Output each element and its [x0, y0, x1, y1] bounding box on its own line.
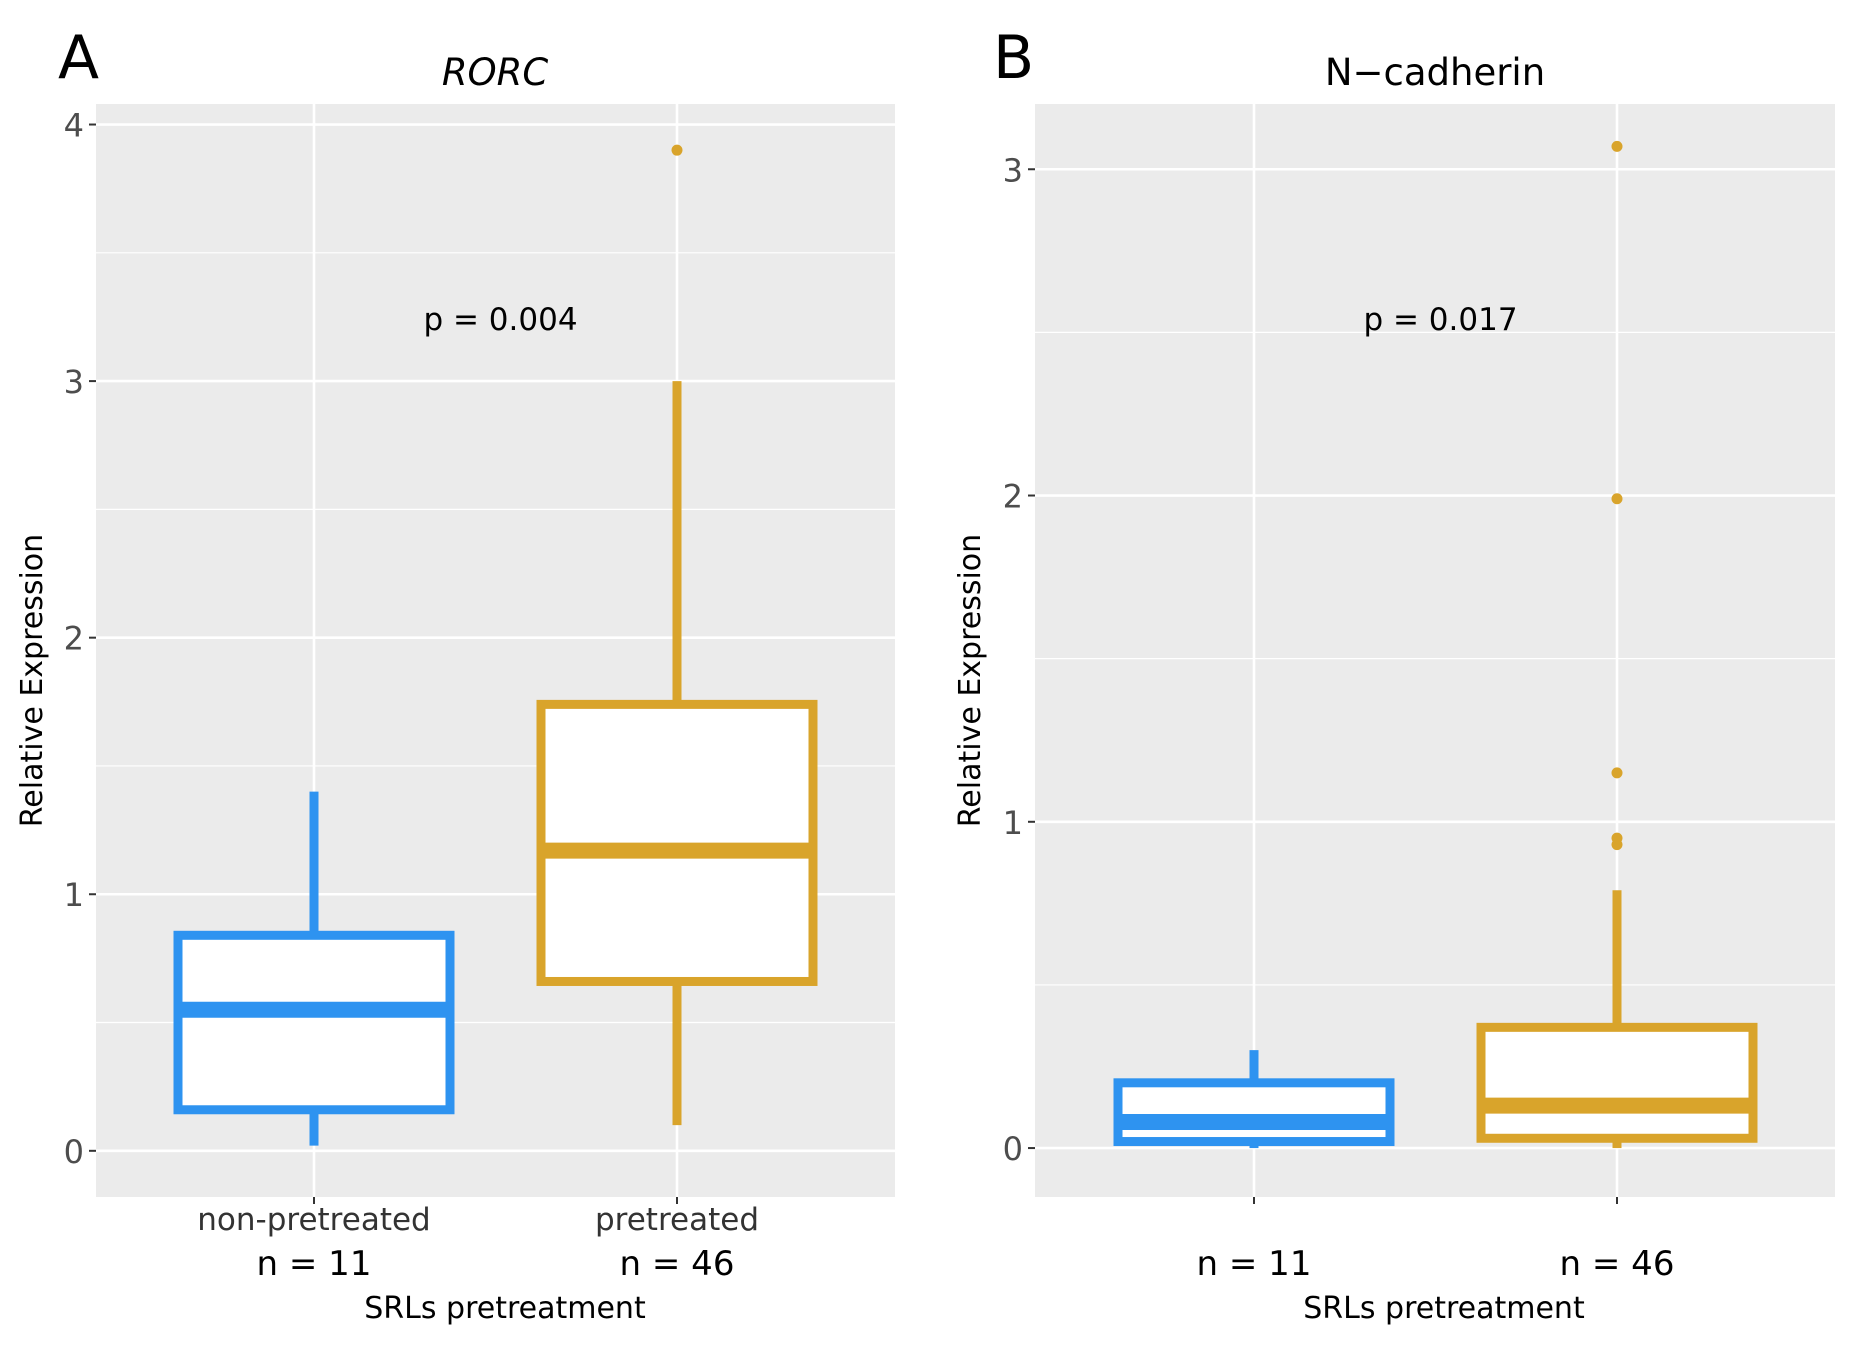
n-label: n = 46 — [1560, 1244, 1675, 1284]
outlier-point — [1611, 767, 1623, 779]
panel-label: B — [993, 23, 1034, 93]
outlier-point — [671, 144, 683, 156]
x-axis-title: SRLs pretreatment — [1303, 1291, 1585, 1326]
y-tick-label: 3 — [1003, 151, 1023, 189]
outlier-point — [1611, 140, 1623, 152]
box-pretreated — [536, 144, 818, 1126]
box-pretreated — [1476, 140, 1758, 1149]
n-label: n = 11 — [257, 1244, 372, 1284]
y-tick-label: 2 — [64, 620, 84, 658]
y-tick-label: 4 — [64, 107, 84, 145]
p-value-annotation: p = 0.017 — [1363, 302, 1517, 338]
box-iqr — [173, 930, 455, 1115]
panel-a: A RORC 0 1 2 3 4 Relative Expression p = 0.004 no… — [15, 23, 895, 1326]
box-iqr — [1113, 1078, 1395, 1147]
chart-title: N−cadherin — [1325, 51, 1545, 94]
box-non-pretreated — [173, 791, 455, 1146]
y-tick-label: 0 — [64, 1133, 84, 1171]
chart-title: RORC — [442, 51, 549, 94]
y-tick-label: 2 — [1003, 478, 1023, 516]
y-axis-title: Relative Expression — [953, 534, 988, 827]
box-iqr — [1476, 1022, 1758, 1143]
panel-b: B N−cadherin 0 1 2 3 Relative Expression p = 0.… — [953, 23, 1835, 1326]
y-tick-label: 1 — [1003, 804, 1023, 842]
y-tick-label: 0 — [1003, 1130, 1023, 1168]
box-non-pretreated — [1113, 1050, 1395, 1149]
n-label: n = 46 — [620, 1244, 735, 1284]
n-label: n = 11 — [1197, 1244, 1312, 1284]
panel-label: A — [58, 23, 99, 93]
plot-background — [1035, 104, 1835, 1197]
y-tick-label: 1 — [64, 876, 84, 914]
outlier-point — [1611, 832, 1623, 844]
outlier-point — [1611, 493, 1623, 505]
y-tick-label: 3 — [64, 363, 84, 401]
x-axis-title: SRLs pretreatment — [364, 1291, 646, 1326]
x-category-label: non-pretreated — [197, 1202, 430, 1238]
x-category-label: pretreated — [595, 1202, 759, 1238]
p-value-annotation: p = 0.004 — [423, 302, 577, 338]
y-axis-title: Relative Expression — [15, 534, 50, 827]
